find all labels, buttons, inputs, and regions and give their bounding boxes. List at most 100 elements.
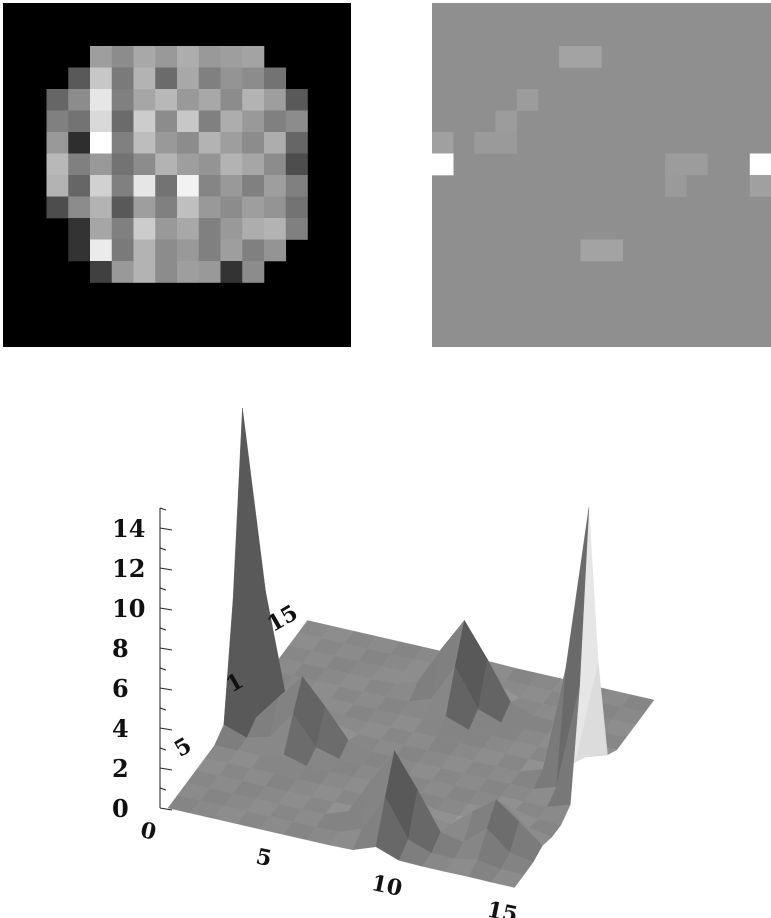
heatmap-cell (111, 67, 134, 90)
z-tick-label: 12 (112, 554, 145, 583)
heatmap-cell (46, 153, 69, 176)
heatmap-cell (177, 153, 200, 176)
heatmap-cell (220, 153, 243, 176)
x-tick-label: 15 (485, 897, 520, 918)
heatmap-cell (198, 218, 221, 240)
heatmap-cell (242, 261, 265, 283)
x-tick-label: 5 (254, 844, 274, 873)
heatmap-cell (90, 261, 113, 283)
heatmap-cell (133, 153, 156, 176)
z-tick-label: 8 (112, 634, 129, 663)
heatmap-cell (155, 89, 178, 111)
heatmap-cell (285, 218, 308, 240)
heatmap-cell (220, 218, 243, 240)
heatmap-cell (177, 218, 200, 240)
heatmap-cell (155, 196, 178, 219)
heatmap-cell (242, 132, 265, 154)
heatmap-cell (264, 175, 287, 197)
heatmap-cell (133, 218, 156, 240)
heatmap-cell (198, 153, 221, 176)
heatmap-cell (68, 153, 91, 176)
heatmap-cell (155, 218, 178, 240)
heatmap-cell (155, 175, 178, 197)
heatmap-cell (198, 110, 221, 133)
heatmap-cell (133, 110, 156, 133)
heatmap-cell (198, 132, 221, 154)
heatmap-cell (601, 239, 623, 262)
heatmap-cell (220, 261, 243, 283)
heatmap-cell (220, 175, 243, 197)
heatmap-cell (46, 196, 69, 219)
heatmap-cell (516, 89, 539, 111)
heatmap-cell (90, 218, 113, 240)
z-axis-tick (159, 807, 173, 811)
heatmap-cell (68, 132, 91, 154)
heatmap-cell (111, 89, 134, 111)
heatmap-cell (198, 261, 221, 283)
heatmap-cell (177, 46, 200, 68)
z-axis-tick (159, 587, 167, 591)
heatmap-cell (155, 132, 178, 154)
z-axis-tick (159, 567, 173, 571)
heatmap-cell (242, 239, 265, 262)
heatmap-cell (749, 153, 771, 176)
heatmap-cell (285, 89, 308, 111)
heatmap-cell (242, 196, 265, 219)
heatmap-cell (580, 46, 602, 68)
heatmap-cell (155, 46, 178, 68)
heatmap-cell (68, 196, 91, 219)
heatmap-cell (285, 175, 308, 197)
z-axis-tick (159, 667, 167, 671)
z-tick-label: 14 (112, 514, 145, 543)
heatmap-cell (264, 196, 287, 219)
heatmap-cell (68, 175, 91, 197)
heatmap-cell (133, 196, 156, 219)
heatmap-cell (155, 239, 178, 262)
z-axis-tick (159, 687, 173, 691)
z-axis-tick (159, 547, 167, 551)
heatmap-cell (264, 67, 287, 90)
heatmap-cell (198, 89, 221, 111)
heatmap-cell (133, 46, 156, 68)
heatmap-cell (155, 153, 178, 176)
surface-faces (167, 407, 655, 888)
heatmap-cell (133, 89, 156, 111)
heatmap-cell (264, 110, 287, 133)
left-heatmap (3, 3, 351, 347)
heatmap-cell (220, 196, 243, 219)
heatmap-cell (198, 67, 221, 90)
surface-face (491, 869, 525, 888)
heatmap-cell (580, 239, 602, 262)
heatmap-cell (749, 175, 771, 197)
heatmap-cell (90, 196, 113, 219)
heatmap-cell (46, 110, 69, 133)
heatmap-cell (198, 196, 221, 219)
heatmap-cell (285, 196, 308, 219)
heatmap-cell (46, 175, 69, 197)
heatmap-cell (133, 175, 156, 197)
z-tick-label: 6 (112, 674, 129, 703)
heatmap-cell (242, 175, 265, 197)
z-axis-tick (159, 707, 167, 711)
heatmap-cell (432, 153, 454, 176)
z-axis-tick (159, 627, 167, 631)
heatmap-cell (242, 67, 265, 90)
heatmap-cell (264, 132, 287, 154)
heatmap-cell (264, 239, 287, 262)
heatmap-cell (133, 67, 156, 90)
heatmap-cell (220, 46, 243, 68)
heatmap-cell (133, 261, 156, 283)
heatmap-cell (133, 239, 156, 262)
heatmap-cell (177, 132, 200, 154)
heatmap-cell (264, 218, 287, 240)
heatmap-cell (220, 67, 243, 90)
heatmap-cell (177, 261, 200, 283)
heatmap-cell (495, 110, 518, 133)
z-tick-label: 0 (112, 794, 129, 823)
heatmap-cell (68, 67, 91, 90)
heatmap-cell (665, 175, 687, 197)
z-tick-label: 2 (112, 754, 129, 783)
heatmap-cell (177, 239, 200, 262)
heatmap-cell (220, 89, 243, 111)
heatmap-cell (90, 239, 113, 262)
